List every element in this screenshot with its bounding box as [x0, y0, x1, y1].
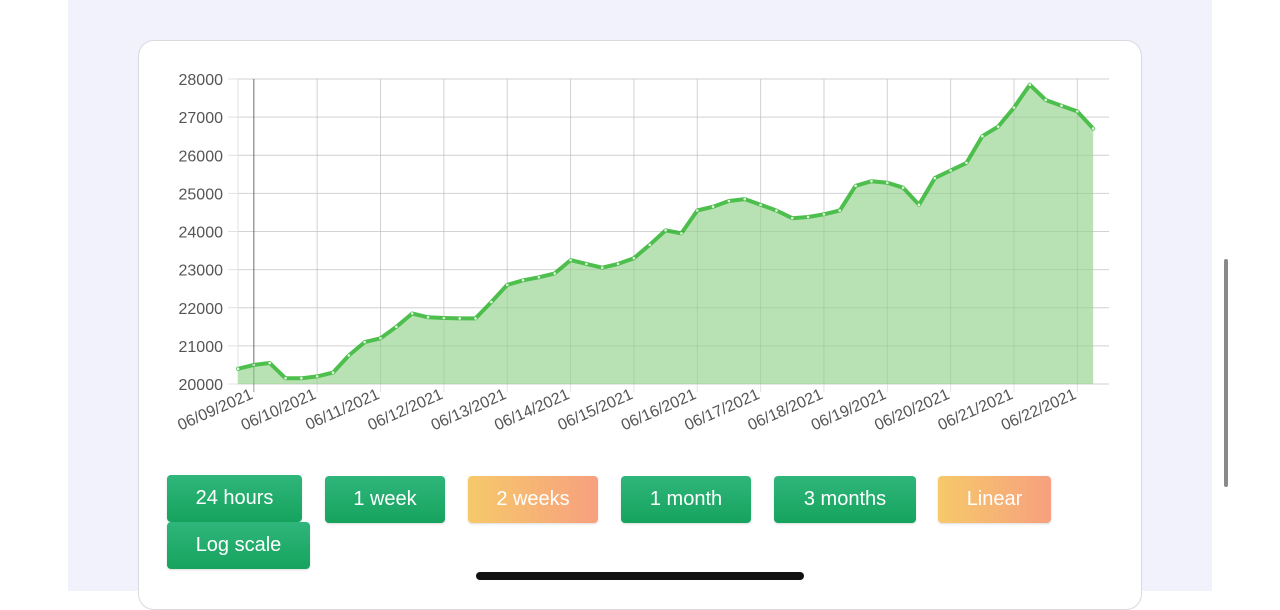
data-point [695, 209, 699, 212]
data-point [648, 243, 652, 247]
series-area [238, 84, 1094, 384]
data-point [981, 134, 984, 138]
data-point [600, 266, 604, 270]
data-point [252, 363, 256, 367]
data-point [885, 181, 889, 184]
data-point [711, 205, 715, 209]
y-axis-ticks: 20000 21000 22000 23000 24000 25000 26000 27000… [179, 72, 224, 394]
data-point [553, 272, 557, 275]
data-point [442, 316, 446, 320]
y-tick-label: 26000 [179, 148, 224, 165]
data-point [363, 340, 366, 344]
data-point [901, 186, 905, 189]
data-point [569, 258, 572, 262]
data-point [1060, 104, 1063, 107]
y-tick-label: 23000 [179, 263, 224, 280]
data-point [505, 283, 509, 287]
y-tick-label: 25000 [179, 186, 224, 203]
data-point [1091, 127, 1095, 130]
data-point [268, 361, 271, 365]
data-point [727, 199, 731, 203]
data-point [870, 179, 873, 183]
data-point [347, 354, 351, 357]
data-point [521, 279, 525, 282]
range-1-month-button[interactable]: 1 month [621, 476, 751, 523]
data-point [395, 325, 398, 329]
data-point [790, 216, 794, 220]
data-point [632, 256, 636, 260]
data-point [933, 176, 937, 180]
vertical-scrollbar[interactable] [1224, 259, 1228, 487]
data-point [474, 317, 477, 320]
range-2-weeks-button[interactable]: 2 weeks [468, 476, 598, 523]
y-tick-label: 24000 [179, 225, 224, 242]
data-point [616, 262, 620, 266]
data-point [300, 376, 303, 380]
data-point [426, 315, 430, 319]
price-chart: 20000 21000 22000 23000 24000 25000 26000 27000… [175, 72, 1109, 434]
data-point [806, 215, 810, 219]
data-point [458, 317, 462, 320]
data-point [949, 169, 952, 172]
data-point [1044, 98, 1047, 102]
home-indicator [476, 572, 804, 580]
data-point [585, 262, 588, 266]
y-tick-label: 21000 [179, 339, 224, 356]
data-point [1076, 110, 1079, 113]
range-1-week-button[interactable]: 1 week [325, 476, 445, 523]
data-point [996, 125, 1000, 128]
data-point [284, 376, 287, 380]
data-point [917, 203, 921, 207]
data-point [680, 232, 683, 235]
linear-scale-button[interactable]: Linear [938, 476, 1051, 523]
data-point [664, 229, 667, 232]
data-point [822, 213, 826, 216]
y-tick-label: 20000 [179, 377, 224, 394]
data-point [854, 184, 857, 188]
data-point [537, 275, 541, 279]
data-point [759, 203, 762, 207]
range-3-months-button[interactable]: 3 months [774, 476, 916, 523]
y-tick-label: 22000 [179, 301, 224, 318]
data-point [379, 336, 382, 340]
y-tick-label: 27000 [179, 110, 224, 127]
data-point [965, 161, 968, 165]
chart-area-layer [236, 78, 1109, 385]
data-point [1028, 83, 1032, 87]
data-point [315, 375, 319, 378]
data-point [775, 209, 778, 212]
data-point [331, 371, 335, 374]
data-point [410, 312, 414, 315]
data-point [236, 367, 240, 371]
x-axis-ticks: 06/09/202106/10/202106/11/202106/12/2021… [175, 386, 1079, 434]
range-24-hours-button[interactable]: 24 hours [167, 475, 302, 522]
data-point [838, 209, 842, 212]
data-point [1012, 106, 1016, 109]
data-point [490, 300, 493, 304]
data-point [743, 197, 747, 201]
y-tick-label: 28000 [179, 72, 224, 89]
log-scale-button[interactable]: Log scale [167, 522, 310, 569]
